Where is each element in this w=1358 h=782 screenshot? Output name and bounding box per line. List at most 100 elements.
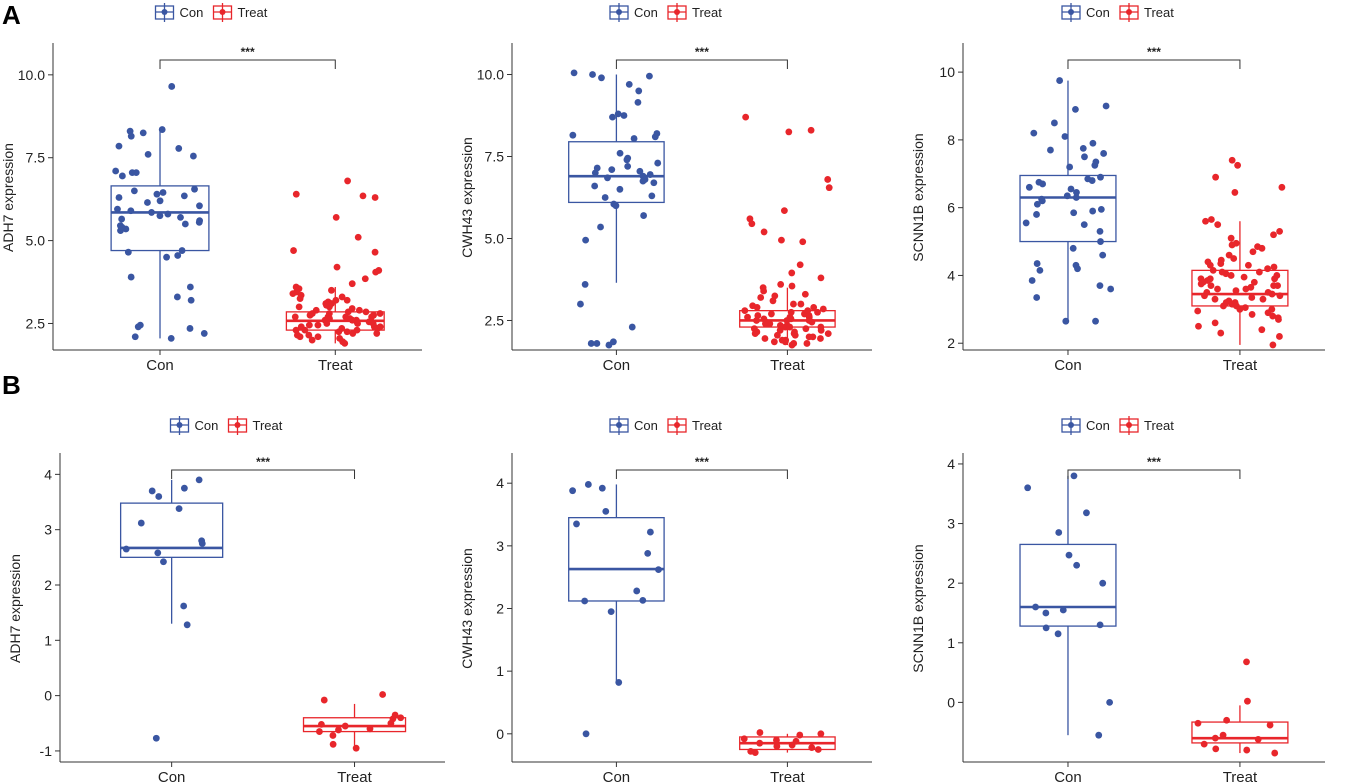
data-point — [156, 197, 164, 205]
data-point — [348, 316, 356, 324]
legend-label: Treat — [253, 418, 283, 433]
data-point — [742, 113, 750, 121]
points-con — [569, 69, 662, 349]
data-point — [1194, 719, 1202, 727]
legend-item-treat: Treat — [667, 416, 722, 435]
legend-item-treat: Treat — [227, 416, 283, 435]
chart-b-2: 0 1 2 3 4 CWH43 expression Con Treat *** Con Treat — [459, 416, 872, 782]
legend-key-point — [616, 9, 622, 15]
data-point — [1067, 185, 1075, 193]
data-point — [1079, 144, 1087, 152]
data-point — [651, 133, 659, 141]
data-point — [122, 545, 130, 553]
data-point — [316, 728, 323, 735]
legend-label: Treat — [1144, 418, 1174, 433]
data-point — [1241, 304, 1249, 312]
data-point — [1206, 261, 1214, 269]
data-point — [343, 328, 351, 336]
y-tick-label: 1 — [496, 663, 504, 679]
data-point — [329, 740, 337, 748]
data-point — [1212, 173, 1220, 181]
y-tick-label: 5.0 — [26, 233, 46, 249]
data-point — [655, 566, 662, 574]
data-point — [1270, 282, 1278, 290]
data-point — [636, 167, 644, 175]
data-point — [740, 735, 748, 743]
data-point — [130, 187, 138, 195]
data-point — [582, 730, 590, 738]
data-point — [1059, 606, 1067, 614]
data-point — [295, 303, 303, 311]
data-point — [343, 296, 351, 304]
data-point — [174, 252, 182, 259]
data-point — [335, 726, 342, 734]
data-point — [195, 476, 203, 484]
data-point — [639, 596, 647, 604]
data-point — [1073, 561, 1081, 569]
legend-label: Con — [634, 418, 658, 433]
legend-item-con: Con — [1061, 416, 1110, 435]
data-point — [654, 159, 662, 167]
data-point — [785, 128, 793, 136]
data-point — [1234, 161, 1242, 169]
legend-label: Treat — [692, 418, 722, 433]
data-point — [609, 113, 616, 121]
data-point — [761, 335, 769, 342]
y-tick-label: 2.5 — [485, 312, 505, 328]
data-point — [1217, 329, 1225, 337]
data-point — [122, 225, 130, 233]
data-point — [342, 313, 350, 321]
data-point — [753, 328, 761, 336]
data-point — [1062, 317, 1070, 325]
legend-key-point — [219, 9, 226, 15]
data-point — [616, 185, 624, 193]
data-point — [296, 333, 304, 341]
data-point — [397, 714, 405, 722]
box-con — [119, 479, 224, 624]
data-point — [788, 741, 796, 749]
data-point — [1107, 285, 1115, 293]
data-point — [341, 339, 349, 347]
data-point — [577, 300, 584, 308]
data-point — [1228, 156, 1236, 164]
y-tick-label: 2 — [947, 575, 955, 591]
legend: Con Treat — [609, 3, 722, 22]
data-point — [131, 333, 139, 341]
data-point — [1106, 698, 1114, 706]
box-con — [568, 74, 665, 283]
data-point — [335, 328, 343, 336]
significance-label: *** — [256, 455, 270, 469]
data-point — [1200, 740, 1208, 748]
chart-a-3: 2 4 6 8 10 SCNN1B expression Con Treat *** Con Tre… — [910, 3, 1325, 374]
data-point — [1089, 139, 1097, 147]
data-point — [1030, 129, 1038, 137]
data-point — [1227, 272, 1235, 279]
significance-bracket — [159, 59, 336, 69]
data-point — [160, 558, 167, 566]
data-point — [788, 341, 796, 349]
data-point — [780, 207, 788, 215]
data-point — [817, 274, 825, 282]
data-point — [605, 341, 613, 349]
data-point — [1276, 227, 1284, 235]
data-point — [753, 303, 761, 311]
y-tick-label: 1 — [44, 632, 52, 648]
data-point — [1065, 551, 1073, 559]
data-point — [114, 205, 121, 213]
y-tick-label: -1 — [40, 743, 53, 759]
legend-label: Con — [195, 418, 219, 433]
data-point — [783, 317, 791, 324]
data-point — [587, 340, 595, 347]
box-iqr — [1019, 174, 1117, 243]
data-point — [371, 194, 379, 201]
data-point — [1211, 319, 1219, 327]
data-point — [796, 261, 804, 269]
data-point — [305, 331, 313, 339]
data-point — [639, 177, 647, 185]
y-tick-label: 8 — [947, 132, 955, 148]
data-point — [1275, 316, 1282, 323]
data-point — [308, 310, 316, 317]
significance-bracket — [1067, 469, 1241, 479]
y-tick-label: 3 — [44, 522, 52, 538]
x-tick-label-con: Con — [603, 357, 631, 374]
